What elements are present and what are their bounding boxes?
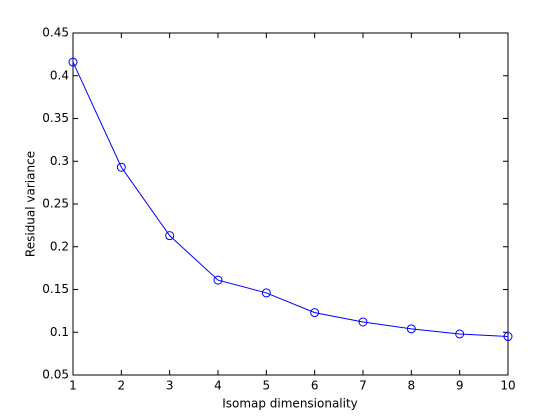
y-tick-label: 0.2	[50, 239, 69, 253]
y-tick-label: 0.4	[50, 68, 69, 82]
y-axis-label: Residual variance	[24, 151, 38, 257]
marker	[165, 231, 175, 241]
y-tick-label: 0.15	[42, 282, 69, 296]
marker	[261, 288, 271, 298]
x-tick-label: 3	[166, 379, 174, 393]
y-tick-label: 0.05	[42, 368, 69, 382]
x-tick-label: 7	[359, 379, 367, 393]
x-tick-label: 2	[118, 379, 126, 393]
marker	[455, 329, 465, 339]
x-tick-label: 5	[263, 379, 271, 393]
marker	[358, 317, 368, 327]
x-tick-label: 6	[311, 379, 319, 393]
axes-box	[72, 32, 509, 376]
x-tick-label: 8	[408, 379, 416, 393]
series-line	[72, 61, 509, 338]
marker	[310, 308, 320, 318]
x-tick-label: 9	[456, 379, 464, 393]
x-tick-label: 1	[69, 379, 77, 393]
y-tick-label: 0.25	[42, 197, 69, 211]
y-tick-label: 0.3	[50, 154, 69, 168]
marker	[503, 332, 513, 342]
y-tick-label: 0.1	[50, 325, 69, 339]
x-tick-label: 10	[500, 379, 515, 393]
x-axis-label: Isomap dimensionality	[222, 397, 358, 411]
marker	[116, 162, 126, 172]
y-tick-label: 0.45	[42, 26, 69, 40]
marker	[406, 324, 416, 334]
x-tick-label: 4	[214, 379, 222, 393]
marker	[213, 275, 223, 285]
y-tick-label: 0.35	[42, 111, 69, 125]
marker	[68, 57, 78, 67]
